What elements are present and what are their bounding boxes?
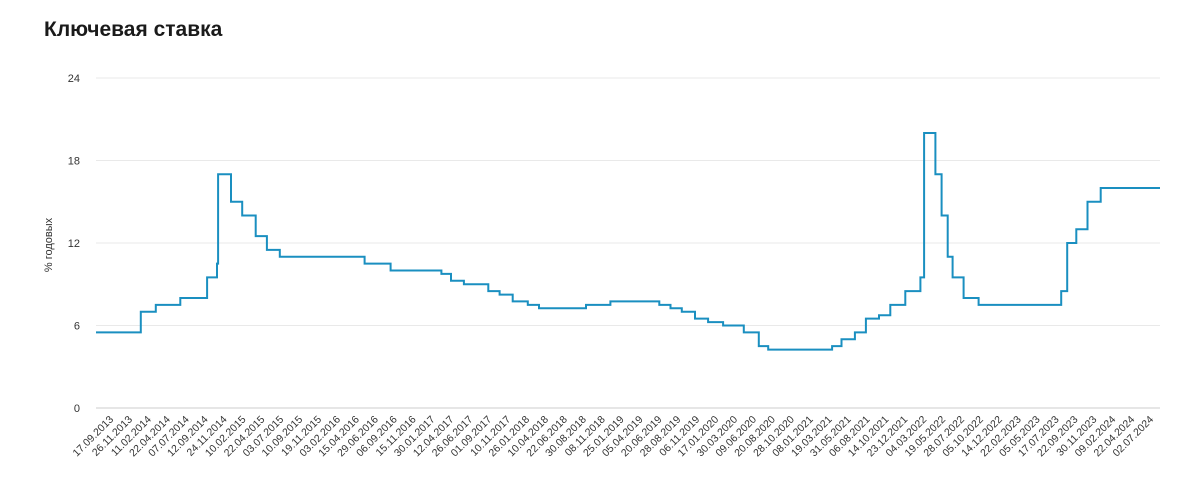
key-rate-line xyxy=(96,132,1160,351)
x-axis-ticks: 17.09.201326.11.201311.02.201422.04.2014… xyxy=(70,414,1156,460)
y-tick-label: 24 xyxy=(68,73,80,85)
y-tick-label: 0 xyxy=(74,403,80,415)
y-tick-label: 6 xyxy=(74,321,80,333)
y-axis-ticks: 0 6 12 18 24 xyxy=(68,73,80,415)
y-tick-label: 12 xyxy=(68,238,80,250)
y-axis-label: % годовых xyxy=(43,217,55,272)
grid-lines xyxy=(96,77,1160,409)
series xyxy=(96,132,1160,351)
chart-title: Ключевая ставка xyxy=(44,18,223,41)
y-tick-label: 18 xyxy=(68,156,80,168)
